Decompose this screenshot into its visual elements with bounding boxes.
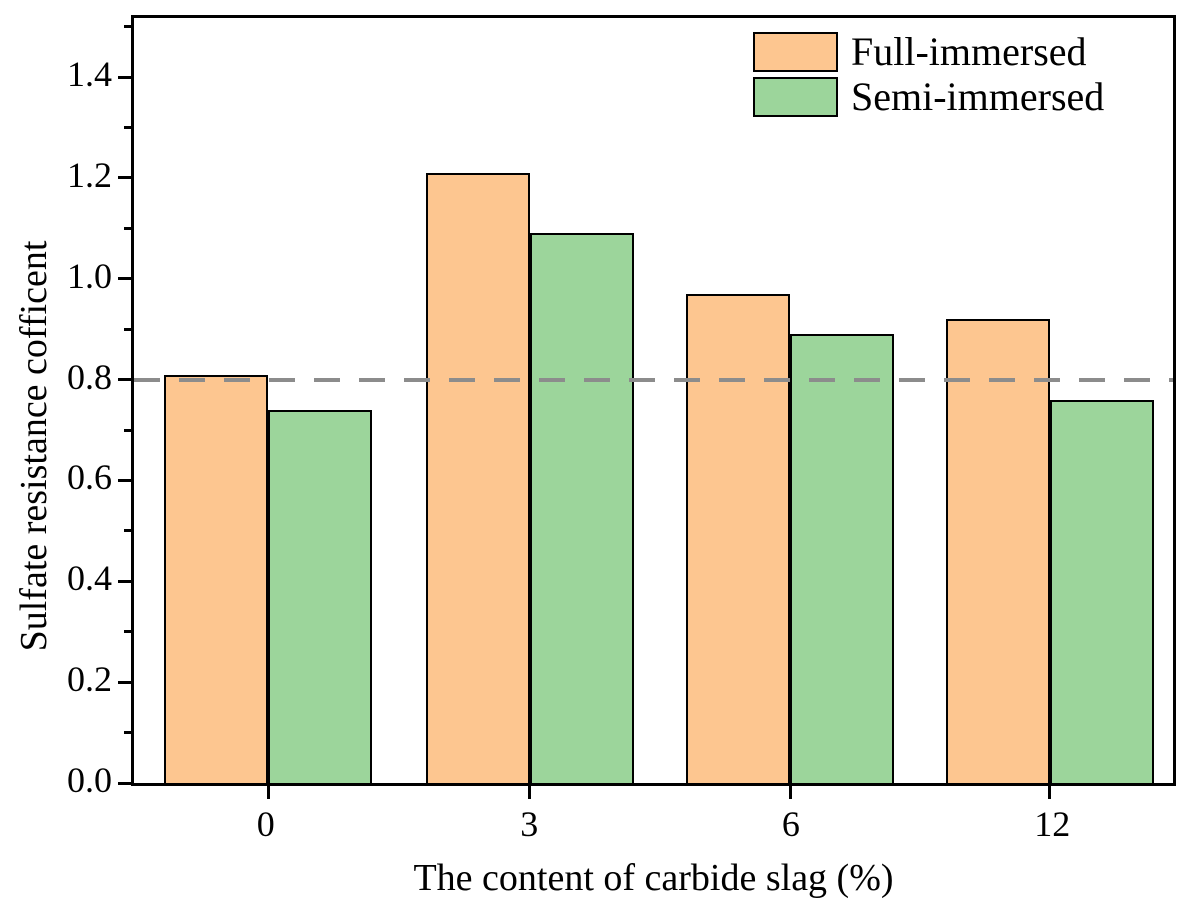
y-minor-tick [124, 428, 131, 432]
legend-item-semi-immersed: Semi-immersed [753, 77, 1104, 117]
legend-swatch-icon [753, 32, 838, 72]
y-tick-label: 0.8 [67, 356, 112, 397]
y-minor-tick [124, 125, 131, 129]
y-minor-tick [124, 25, 131, 29]
y-major-tick [118, 277, 131, 281]
bar-semi-immersed-6 [790, 334, 895, 783]
y-tick-label: 1.4 [67, 54, 112, 95]
x-major-tick [1048, 786, 1052, 799]
legend: Full-immersed Semi-immersed [753, 32, 1104, 122]
y-major-tick [118, 680, 131, 684]
y-minor-tick [124, 226, 131, 230]
x-tick-label: 12 [1034, 804, 1071, 844]
legend-label: Semi-immersed [851, 74, 1105, 119]
bar-semi-immersed-12 [1049, 399, 1154, 783]
y-tick-label: 0.4 [67, 558, 112, 599]
y-tick-label: 0.6 [67, 457, 112, 498]
y-minor-tick [124, 630, 131, 634]
y-minor-tick [124, 327, 131, 331]
y-minor-tick [124, 529, 131, 533]
bar-full-immersed-12 [945, 319, 1050, 783]
x-axis-tick-labels: 0 3 6 12 [131, 806, 1176, 850]
y-minor-tick [124, 731, 131, 735]
bar-full-immersed-6 [686, 293, 791, 783]
y-major-tick [118, 579, 131, 583]
reference-line [134, 377, 1173, 382]
x-axis-title: The content of carbide slag (%) [413, 857, 894, 899]
legend-item-full-immersed: Full-immersed [753, 32, 1104, 72]
y-tick-label: 0.0 [67, 760, 112, 800]
x-major-tick [788, 786, 792, 799]
x-tick-label: 3 [520, 804, 539, 844]
legend-label: Full-immersed [851, 29, 1087, 74]
y-tick-label: 0.2 [67, 659, 112, 700]
y-major-tick [118, 176, 131, 180]
y-major-tick [118, 781, 131, 785]
y-tick-label: 1.2 [67, 154, 112, 195]
plot-area: Full-immersed Semi-immersed [118, 15, 1176, 799]
y-tick-label: 1.0 [67, 255, 112, 296]
legend-swatch-icon [753, 77, 838, 117]
y-axis-tick-labels: 0.0 0.2 0.4 0.6 0.8 1.0 1.2 1.4 [0, 15, 112, 798]
plot-inner [134, 18, 1173, 783]
y-major-tick [118, 75, 131, 79]
bar-semi-immersed-3 [529, 233, 634, 783]
x-tick-label: 0 [256, 804, 275, 844]
x-major-tick [528, 786, 532, 799]
bar-full-immersed-3 [425, 172, 530, 783]
bar-semi-immersed-0 [268, 409, 373, 783]
x-tick-label: 6 [781, 804, 800, 844]
y-major-tick [118, 478, 131, 482]
y-major-tick [118, 378, 131, 382]
bar-full-immersed-0 [164, 374, 269, 783]
x-major-tick [266, 786, 270, 799]
